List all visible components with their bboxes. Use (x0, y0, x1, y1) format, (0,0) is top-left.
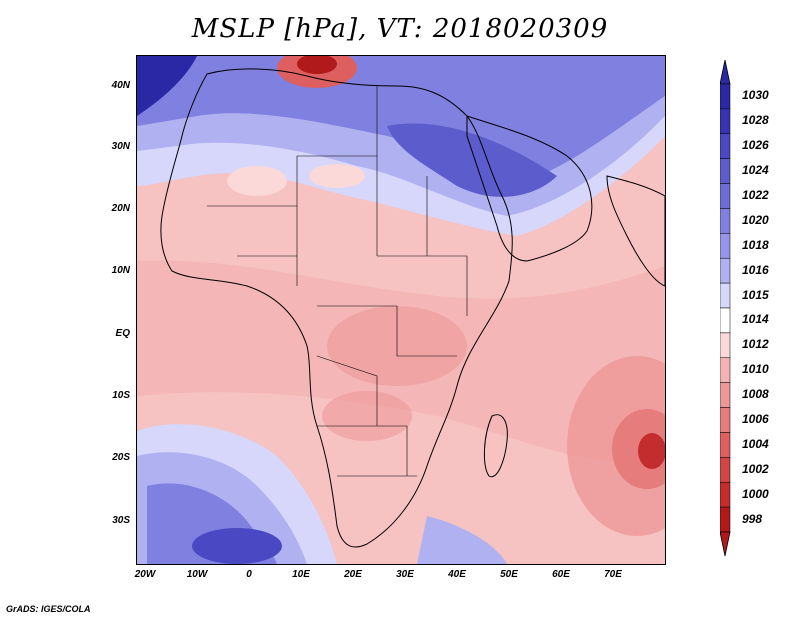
colorbar-level-label: 998 (742, 511, 763, 526)
colorbar-swatch (720, 457, 731, 483)
colorbar-top-arrow (720, 60, 731, 85)
lon-label: 40E (448, 569, 466, 580)
country-borders (207, 86, 468, 477)
lon-label: 20E (344, 569, 362, 580)
colorbar-swatch (720, 282, 731, 309)
lon-label: 20W (134, 569, 156, 580)
lat-label: 30S (112, 515, 130, 526)
lon-label: 30E (396, 569, 414, 580)
colorbar-swatch (720, 506, 731, 533)
africa-coastline (160, 68, 513, 548)
lat-label: 20S (112, 452, 130, 463)
middle-east-high (387, 123, 557, 197)
colorbar-level-label: 1010 (742, 362, 769, 377)
colorbar-swatch (720, 432, 731, 458)
lon-label: 60E (552, 569, 570, 580)
credit-text: GrADS: IGES/COLA (6, 604, 91, 614)
colorbar-swatch (720, 133, 731, 159)
colorbar-swatch (720, 183, 731, 209)
lon-label: 0 (246, 569, 252, 580)
colorbar-level-label: 1022 (742, 188, 769, 202)
colorbar-swatch (720, 307, 731, 334)
lon-label: 10W (186, 569, 208, 580)
colorbar-swatch (720, 108, 731, 135)
colorbar-level-label: 1014 (742, 312, 769, 327)
colorbar-level-label: 1015 (742, 287, 769, 302)
southern-africa-low (322, 391, 412, 441)
southern-high-core (192, 528, 282, 564)
map-title: MSLP [hPa], VT: 2018020309 (191, 14, 609, 44)
colorbar-level-label: 1020 (742, 212, 769, 227)
southeast-high (417, 516, 507, 564)
lat-label: 30N (111, 141, 130, 152)
colorbar-swatch (720, 357, 731, 383)
colorbar-swatch (720, 158, 731, 184)
colorbar-level-label: 1018 (742, 237, 769, 252)
mediterranean-low-core (297, 56, 337, 74)
pressure-map (136, 55, 666, 565)
colorbar-swatch (720, 332, 731, 359)
lat-label: 10S (112, 390, 130, 401)
colorbar-swatch (720, 481, 731, 508)
india-outline (606, 175, 665, 287)
colorbar-swatch (720, 83, 731, 110)
colorbar-level-label: 1024 (742, 163, 769, 178)
sahara-pocket-west (227, 166, 287, 196)
colorbar-swatches (720, 83, 731, 533)
pressure-field (137, 56, 665, 564)
atlantic-high-core (137, 56, 197, 116)
indian-ocean-low-core (638, 433, 665, 469)
lat-label: EQ (115, 328, 130, 339)
northern-high-inner (137, 56, 665, 186)
colorbar-level-label: 1030 (742, 88, 769, 103)
lon-label: 10E (292, 569, 310, 580)
colorbar-level-label: 1008 (742, 387, 769, 402)
colorbar-swatch (720, 208, 731, 234)
colorbar-level-label: 1004 (742, 436, 769, 451)
colorbar-level-label: 1026 (742, 138, 769, 153)
sahara-pocket-central (309, 164, 365, 188)
colorbar-swatch (720, 382, 731, 408)
colorbar-level-label: 1000 (742, 486, 769, 501)
arabian-peninsula-outline (466, 115, 593, 262)
colorbar-level-label: 1012 (742, 337, 769, 352)
colorbar-swatch (720, 407, 731, 433)
lat-label: 40N (111, 80, 130, 91)
lon-label: 50E (500, 569, 518, 580)
lon-label: 70E (604, 569, 622, 580)
colorbar-level-label: 1016 (742, 262, 769, 277)
colorbar-swatch (720, 257, 731, 284)
colorbar-level-label: 1006 (742, 412, 769, 426)
colorbar-level-label: 1028 (742, 113, 769, 128)
colorbar (720, 60, 731, 557)
madagascar-outline (483, 414, 508, 478)
lat-label: 20N (111, 203, 130, 214)
colorbar-level-label: 1002 (742, 461, 769, 476)
lat-label: 10N (111, 265, 130, 276)
colorbar-bottom-arrow (720, 531, 731, 557)
colorbar-swatch (720, 233, 731, 259)
